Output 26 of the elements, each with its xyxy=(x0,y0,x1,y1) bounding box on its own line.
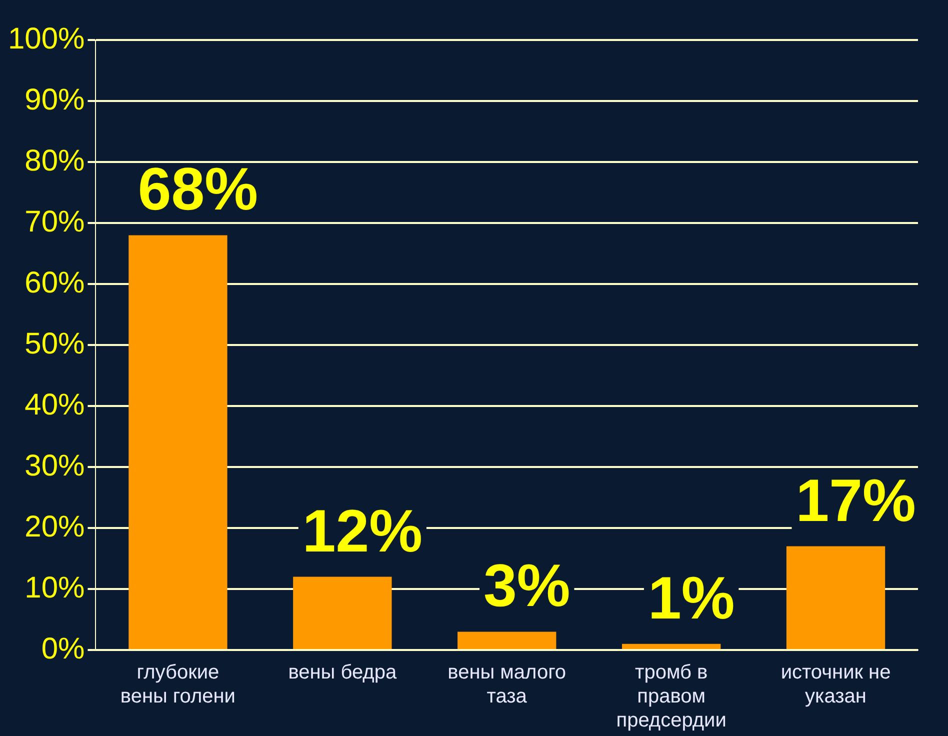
y-tick-label: 40% xyxy=(24,388,85,422)
x-tick-label: вены малого таза xyxy=(448,662,566,708)
bar xyxy=(622,644,721,649)
data-label: 1% xyxy=(648,564,735,632)
x-tick-label: вены бедра xyxy=(288,662,398,684)
data-label: 3% xyxy=(484,552,570,620)
y-tick-label: 0% xyxy=(41,632,85,666)
x-tick-label: источник не указан xyxy=(780,662,891,708)
y-tick-label: 70% xyxy=(24,205,85,238)
y-tick-label: 80% xyxy=(24,144,85,178)
data-label: 68% xyxy=(138,156,258,223)
bar xyxy=(786,546,886,649)
data-label: 17% xyxy=(796,466,916,534)
y-tick-label: 20% xyxy=(24,510,85,544)
y-tick-label: 50% xyxy=(24,327,85,360)
x-tick-label: тромб в правом предсердии xyxy=(616,662,726,732)
bar xyxy=(293,576,392,649)
bar xyxy=(128,235,228,649)
data-label: 12% xyxy=(302,497,422,564)
x-tick-label: глубокие вены голени xyxy=(120,662,236,708)
bar xyxy=(458,632,556,649)
y-tick-label: 100% xyxy=(8,22,85,56)
y-tick-label: 90% xyxy=(24,83,85,116)
y-tick-label: 10% xyxy=(24,571,85,604)
y-tick-label: 60% xyxy=(24,266,85,300)
y-tick-label: 30% xyxy=(24,449,85,482)
